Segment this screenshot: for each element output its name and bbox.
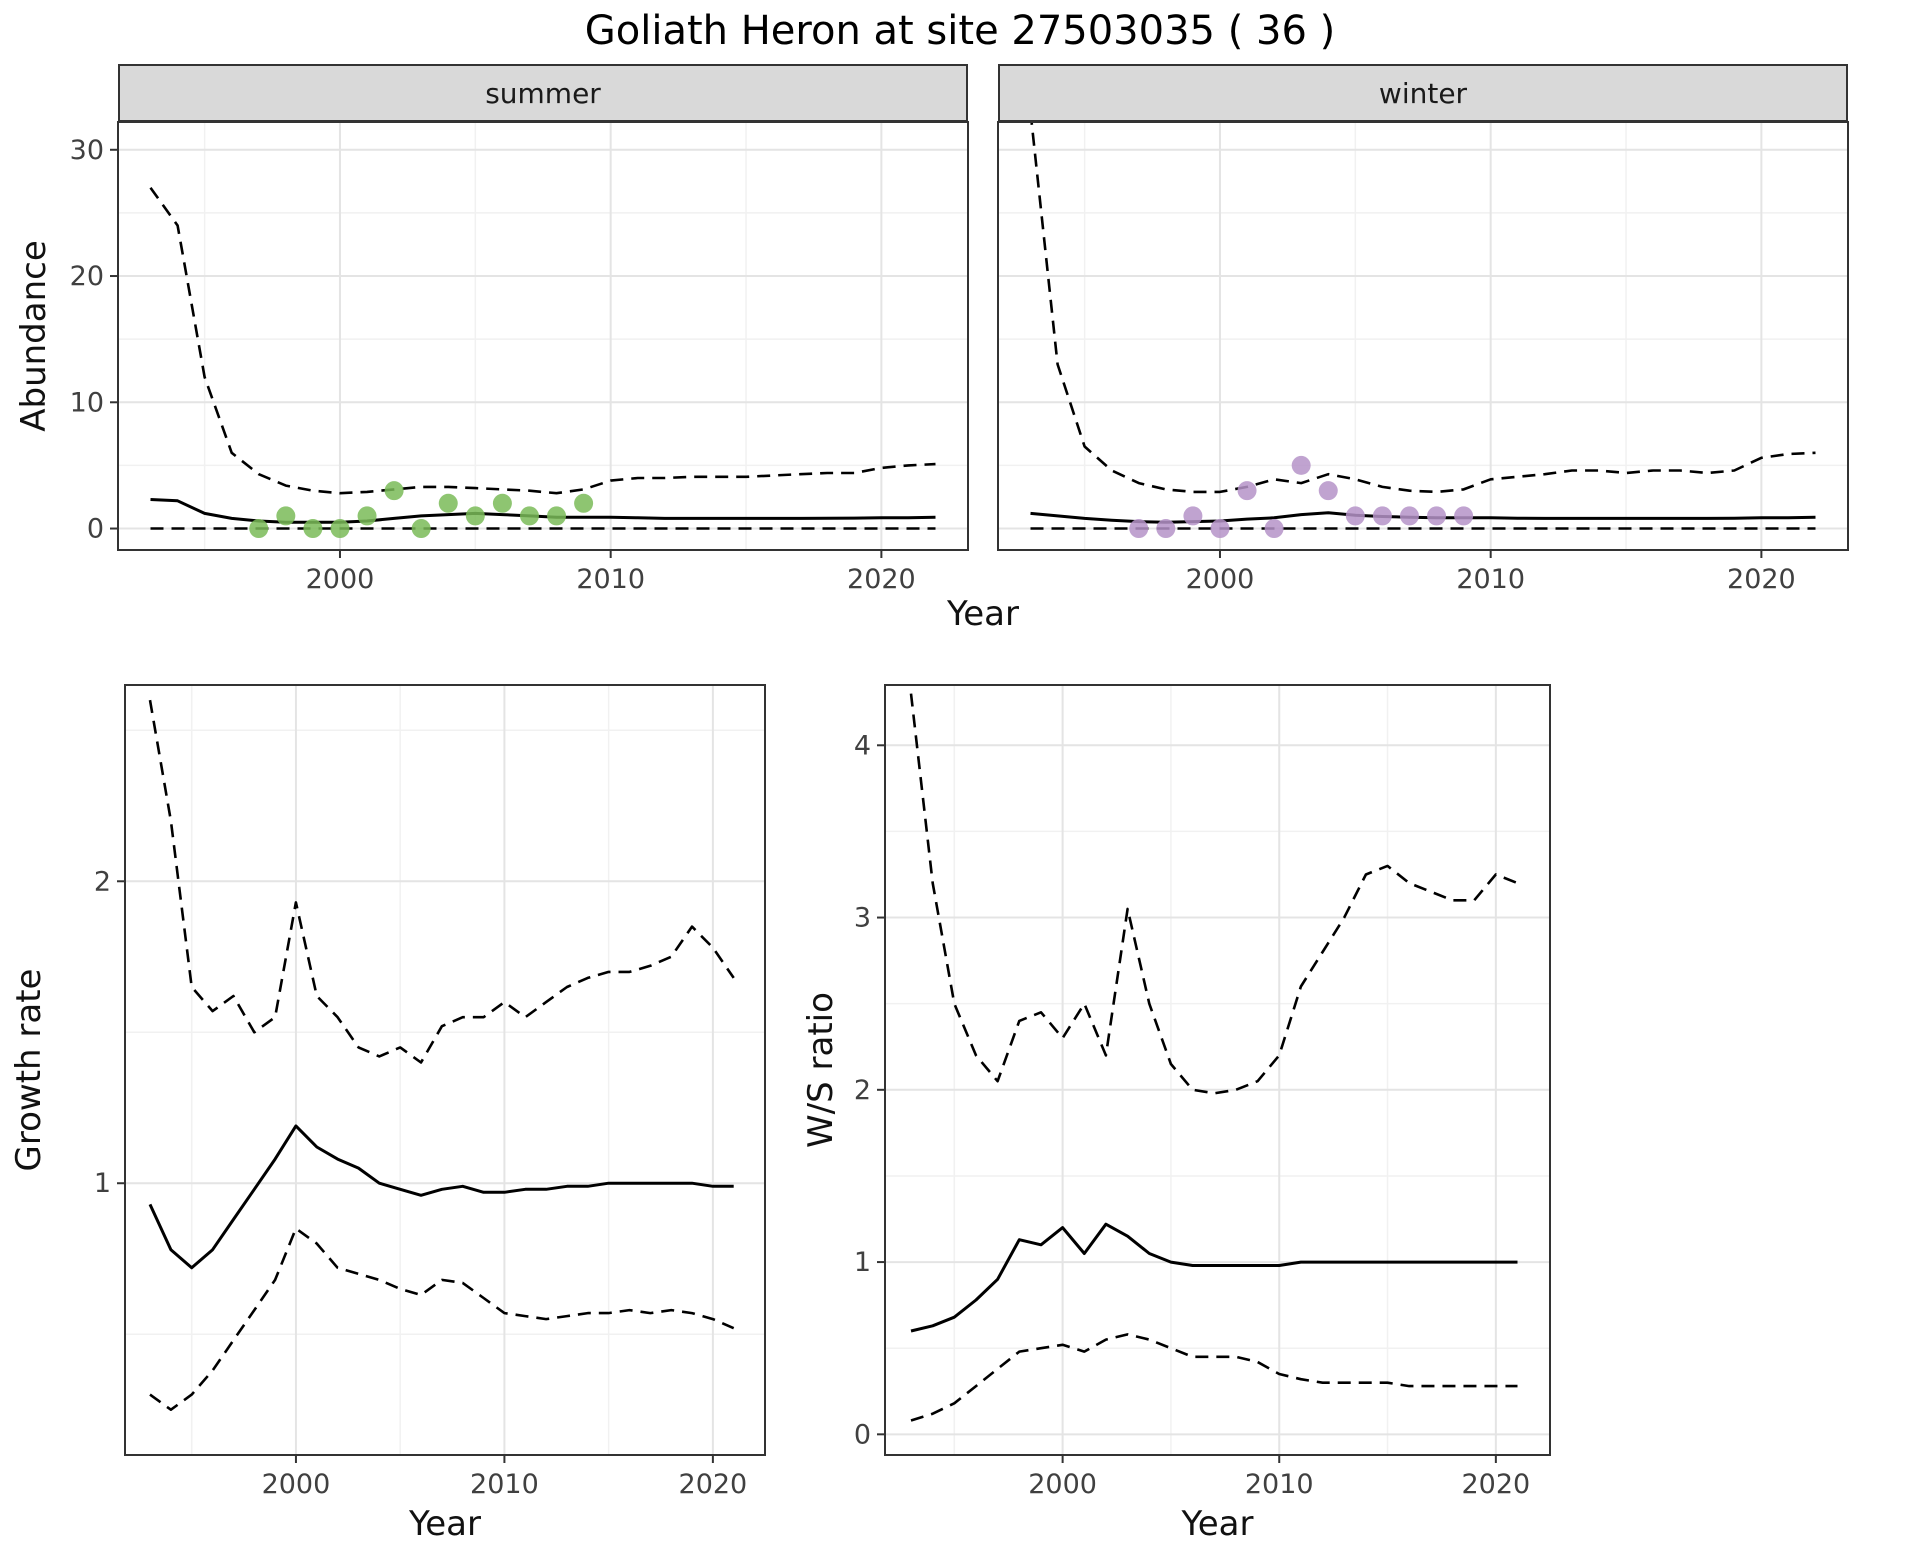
growth-rate-y-axis-title: Growth rate <box>9 968 49 1172</box>
facet-strip-winter-label: winter <box>1378 76 1468 110</box>
ws-ratio-y-axis-title: W/S ratio <box>801 992 841 1148</box>
svg-text:2020: 2020 <box>679 1469 748 1500</box>
ws-ratio-chart-canvas: 2000 2010 2020 0 1 2 3 4 <box>854 684 1551 1500</box>
svg-text:2: 2 <box>854 1075 871 1106</box>
svg-text:2000: 2000 <box>1186 564 1255 595</box>
svg-text:1: 1 <box>854 1247 871 1278</box>
svg-text:2010: 2010 <box>576 564 645 595</box>
svg-text:2: 2 <box>94 866 111 897</box>
ws-ratio-x-axis-title: Year <box>1181 1504 1254 1544</box>
svg-text:2020: 2020 <box>847 564 916 595</box>
svg-text:0: 0 <box>87 514 104 545</box>
svg-text:2010: 2010 <box>1456 564 1525 595</box>
svg-text:2000: 2000 <box>1028 1469 1097 1500</box>
svg-text:2000: 2000 <box>262 1469 331 1500</box>
svg-text:20: 20 <box>70 261 104 292</box>
svg-text:4: 4 <box>854 730 871 761</box>
abundance-y-axis-title: Abundance <box>14 240 54 432</box>
svg-text:2020: 2020 <box>1727 564 1796 595</box>
facet-strip-summer-label: summer <box>485 76 601 110</box>
figure-title: Goliath Heron at site 27503035 ( 36 ) <box>584 8 1336 54</box>
svg-text:2010: 2010 <box>470 1469 539 1500</box>
svg-text:2020: 2020 <box>1461 1469 1530 1500</box>
growth-rate-chart-canvas: 2000 2010 2020 1 2 <box>94 684 766 1500</box>
facet-strip-summer: summer <box>118 64 968 122</box>
svg-text:10: 10 <box>70 387 104 418</box>
growth-rate-x-axis-title: Year <box>409 1504 481 1544</box>
svg-text:30: 30 <box>70 135 104 166</box>
svg-text:2010: 2010 <box>1245 1469 1314 1500</box>
svg-text:2000: 2000 <box>306 564 375 595</box>
svg-text:3: 3 <box>854 903 871 934</box>
facet-strip-winter: winter <box>998 64 1848 122</box>
abundance-chart-canvas: 2000 2010 2020 0 10 20 30 2000 2010 2020 <box>70 121 1849 595</box>
abundance-x-axis-title: Year <box>947 594 1019 634</box>
svg-text:1: 1 <box>94 1168 111 1199</box>
svg-text:0: 0 <box>854 1419 871 1450</box>
